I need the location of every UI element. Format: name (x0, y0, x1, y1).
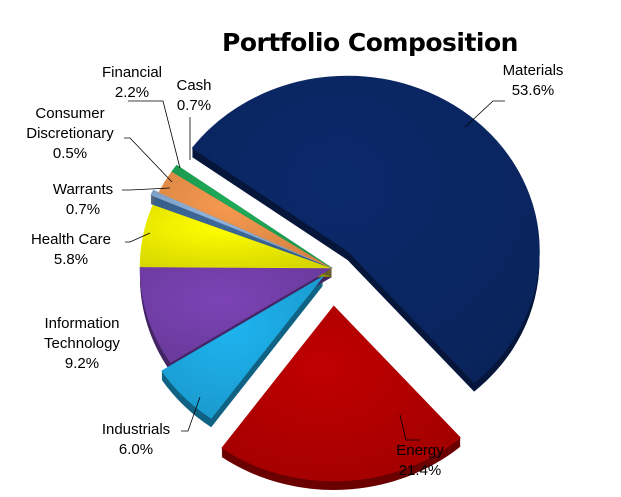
leader-consumer (124, 137, 173, 183)
label-warrants: Warrants 0.7% (38, 180, 128, 220)
label-value: 0.7% (65, 201, 101, 218)
label-value: 2.2% (114, 84, 150, 101)
label-financial: Financial 2.2% (92, 63, 172, 103)
label-text: Information (44, 315, 120, 332)
label-cash: Cash 0.7% (166, 76, 222, 116)
slice-materials (191, 75, 540, 384)
label-value: 9.2% (64, 355, 100, 372)
label-text: Consumer (35, 105, 105, 122)
chart-title: Portfolio Composition (222, 28, 518, 57)
leader-energy (399, 414, 420, 441)
pie-slices (139, 75, 540, 482)
label-consumer-discretionary: Consumer Discretionary 0.5% (10, 104, 130, 164)
label-text: Energy (396, 442, 444, 459)
label-text: Industrials (101, 421, 171, 438)
leader-lines (122, 100, 505, 441)
label-value: 21.4% (398, 462, 442, 479)
label-industrials: Industrials 6.0% (86, 420, 186, 460)
label-text: Warrants (52, 181, 114, 198)
label-value: 0.5% (52, 145, 88, 162)
label-value: 5.8% (53, 251, 89, 268)
label-text: Materials (502, 62, 564, 79)
label-text: Health Care (30, 231, 112, 248)
label-text: Discretionary (26, 125, 114, 142)
label-energy: Energy 21.4% (380, 441, 460, 481)
label-value: 0.7% (176, 97, 212, 114)
leader-health-care (125, 232, 151, 243)
label-materials: Materials 53.6% (478, 61, 588, 101)
slice-information-technology (139, 266, 334, 363)
label-text: Cash (176, 77, 212, 94)
slice-cash (171, 164, 333, 269)
label-text: Technology (44, 335, 120, 352)
leader-materials (464, 100, 505, 128)
leader-industrials (181, 396, 201, 432)
slice-industrials (161, 276, 324, 419)
slice-energy (221, 305, 461, 482)
label-value: 53.6% (511, 82, 555, 99)
label-text: Financial (101, 64, 163, 81)
leader-warrants (122, 187, 171, 191)
label-value: 6.0% (118, 441, 154, 458)
label-health-care: Health Care 5.8% (18, 230, 124, 270)
label-information-technology: Information Technology 9.2% (24, 314, 140, 374)
leader-financial (128, 100, 181, 169)
